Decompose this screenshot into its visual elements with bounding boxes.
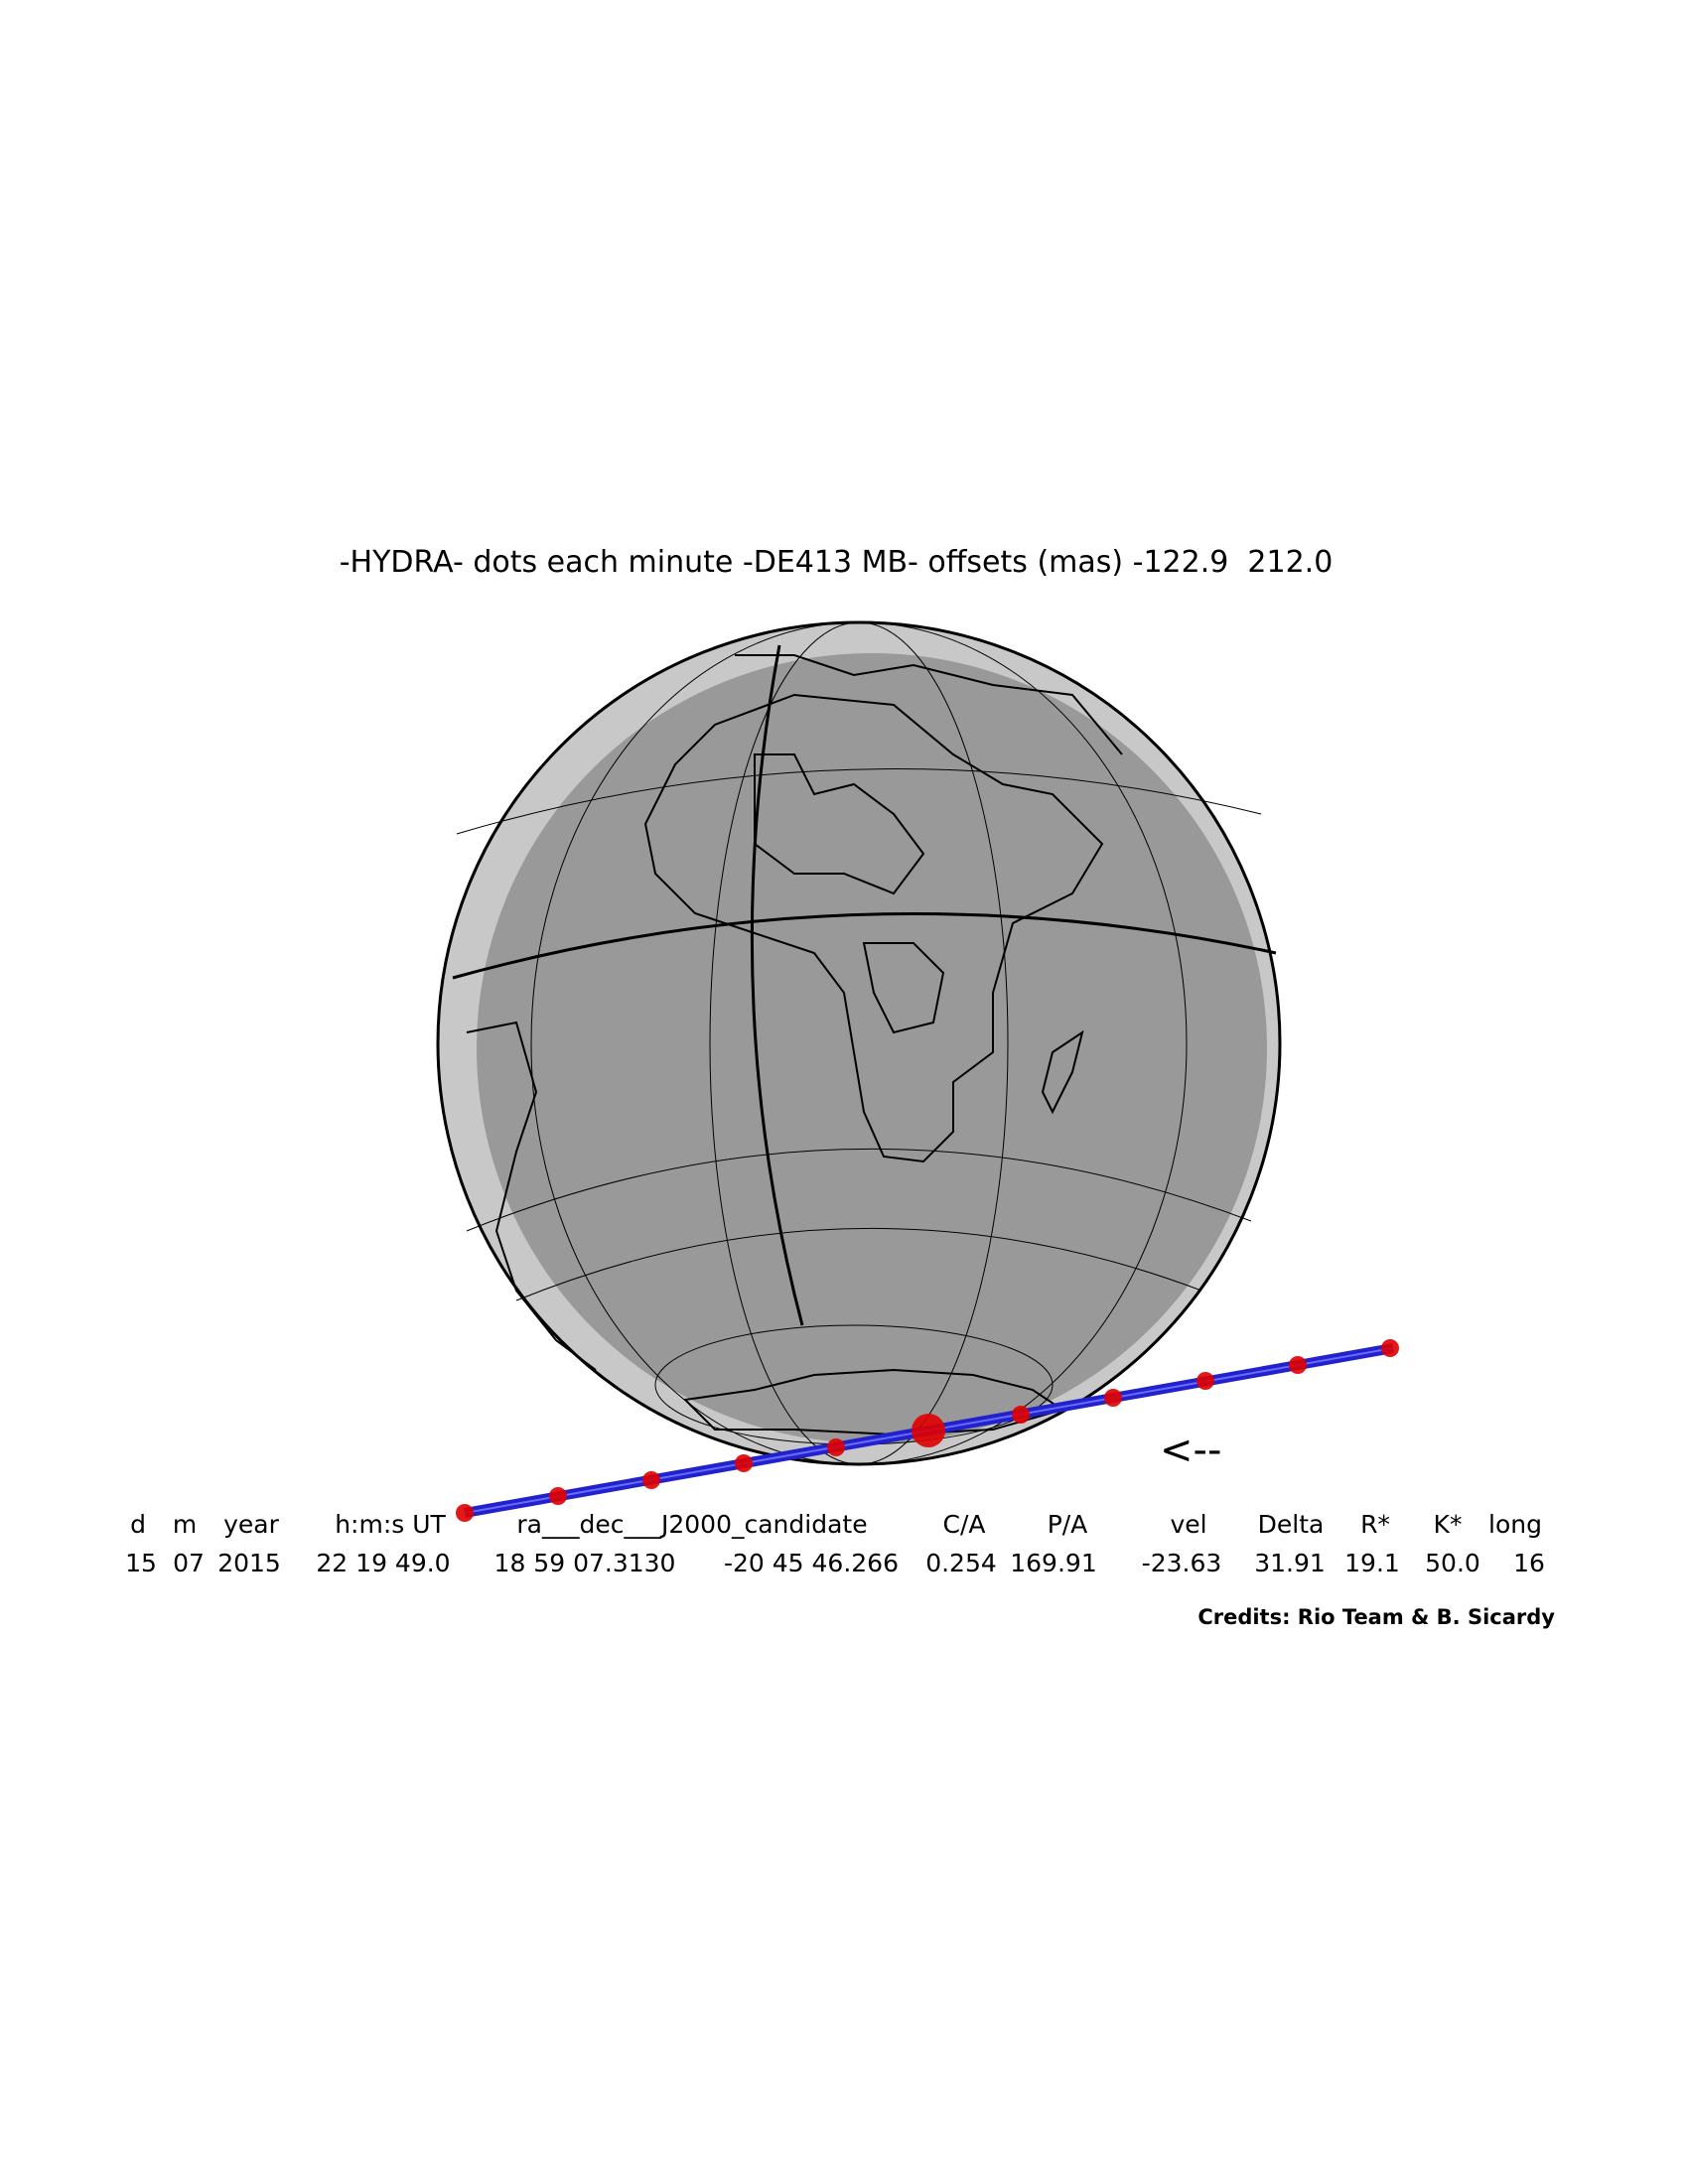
header: long: [1488, 1510, 1542, 1539]
value: -20 45 46.266: [724, 1549, 899, 1577]
value: 22 19 49.0: [316, 1549, 450, 1577]
value: 169.91: [1010, 1549, 1096, 1577]
value: 0.254: [925, 1549, 997, 1577]
value: 07: [173, 1549, 205, 1577]
shadow-path: [456, 1339, 1399, 1522]
header: P/A: [1048, 1510, 1088, 1539]
header: Delta: [1258, 1510, 1325, 1539]
globe: [436, 620, 1282, 1466]
value: 19.1: [1344, 1549, 1400, 1577]
event-table: d m year h:m:s UT ra___dec___J2000_candi…: [125, 1510, 1545, 1577]
value: -23.63: [1142, 1549, 1222, 1577]
credits: Credits: Rio Team & B. Sicardy: [1197, 1605, 1555, 1629]
header: C/A: [943, 1510, 986, 1539]
header: h:m:s UT: [335, 1510, 446, 1539]
value: 50.0: [1425, 1549, 1480, 1577]
header: d: [130, 1510, 146, 1539]
header: year: [223, 1510, 279, 1539]
header: R*: [1360, 1510, 1390, 1539]
value: 31.91: [1254, 1549, 1326, 1577]
header: vel: [1170, 1510, 1206, 1539]
value: 15: [125, 1549, 157, 1577]
direction-arrow: <--: [1160, 1428, 1221, 1473]
header: K*: [1434, 1510, 1463, 1539]
value: 18 59 07.3130: [494, 1549, 676, 1577]
header: ra___dec___J2000_candidate: [516, 1510, 867, 1539]
map-title: -HYDRA- dots each minute -DE413 MB- offs…: [340, 545, 1334, 580]
header: m: [173, 1510, 197, 1539]
value: 16: [1513, 1549, 1545, 1577]
value: 2015: [217, 1549, 281, 1577]
